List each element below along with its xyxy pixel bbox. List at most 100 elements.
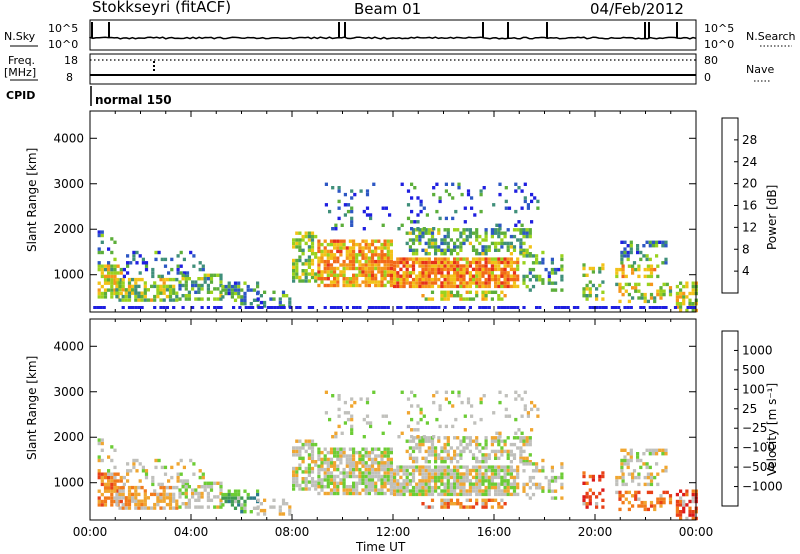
velocity-cell [364, 447, 368, 451]
velocity-cell [156, 502, 160, 507]
power-cell [522, 306, 526, 309]
velocity-cell [137, 502, 141, 507]
power-cell [418, 264, 422, 268]
velocity-cell [497, 456, 501, 460]
power-cell [107, 247, 111, 251]
velocity-cell [516, 492, 520, 497]
power-cell [113, 274, 117, 279]
power-cell [494, 228, 498, 232]
power-cell [525, 231, 529, 235]
power-cell [443, 277, 447, 282]
velocity-cell [691, 489, 695, 493]
velocity-cell [107, 472, 111, 476]
velocity-cell [479, 400, 483, 405]
velocity-cell [121, 489, 125, 493]
velocity-cell [134, 502, 138, 507]
power-cell [213, 273, 217, 277]
power-cell [304, 234, 308, 239]
velocity-cell [292, 483, 296, 488]
power-cell [361, 256, 365, 260]
velocity-cell [399, 482, 403, 486]
power-cell [358, 249, 362, 254]
power-cell [137, 306, 141, 309]
velocity-cell [484, 460, 488, 464]
power-cell [438, 199, 442, 204]
power-cell [320, 256, 324, 260]
velocity-cell [113, 448, 117, 452]
velocity-cell [662, 500, 666, 505]
velocity-cell [621, 475, 625, 480]
power-cell [509, 284, 513, 289]
power-cell [336, 266, 340, 271]
power-cell [643, 274, 647, 279]
power-cell [598, 270, 602, 274]
power-cell [380, 277, 384, 281]
velocity-cell [386, 447, 390, 451]
velocity-cell [481, 498, 485, 502]
velocity-cell [418, 449, 422, 454]
power-cell [380, 273, 384, 277]
velocity-cell [434, 453, 438, 457]
power-cell [352, 249, 356, 254]
power-cell [402, 277, 406, 282]
power-cell [209, 273, 214, 277]
power-cell [451, 182, 455, 186]
velocity-cell [118, 496, 122, 500]
velocity-cell [342, 491, 346, 496]
x-tick-label: 20:00 [578, 525, 613, 539]
velocity-cell [437, 492, 441, 497]
y-tick-label: 2000 [53, 430, 84, 444]
velocity-cell [434, 485, 438, 490]
velocity-cell [512, 492, 517, 497]
power-cell [506, 274, 510, 278]
velocity-cell [421, 482, 425, 486]
velocity-cell [227, 499, 231, 504]
velocity-cell [342, 471, 346, 475]
power-cell [140, 298, 144, 302]
velocity-cell [688, 510, 692, 514]
velocity-cell [620, 462, 624, 466]
velocity-cell [421, 456, 425, 460]
power-cell [415, 248, 419, 252]
velocity-cell [421, 492, 425, 497]
power-cell [301, 262, 305, 266]
power-cell [424, 260, 428, 265]
power-cell [324, 182, 328, 186]
power-cell [528, 288, 532, 292]
power-cell [531, 254, 536, 258]
velocity-cell [110, 472, 114, 476]
power-cell [333, 239, 337, 243]
velocity-cell [682, 510, 686, 514]
velocity-cell [380, 474, 384, 479]
power-cell [519, 238, 523, 242]
velocity-cell [206, 495, 210, 499]
velocity-cell [320, 485, 324, 489]
power-cell [110, 291, 114, 296]
velocity-cell [116, 479, 120, 483]
velocity-cell [374, 474, 378, 479]
velocity-cell [396, 482, 400, 486]
power-cell [227, 291, 231, 296]
velocity-cell [365, 397, 370, 401]
velocity-cell [317, 454, 321, 458]
velocity-cell [377, 474, 381, 479]
power-cell [137, 294, 141, 299]
power-cell [621, 274, 625, 279]
velocity-cell [449, 456, 453, 460]
velocity-cell [500, 468, 504, 473]
power-cell [516, 277, 520, 282]
power-cell [554, 271, 558, 275]
power-cell [498, 227, 502, 231]
power-cell [447, 192, 452, 197]
power-cell [615, 271, 619, 275]
velocity-cell [140, 506, 144, 510]
velocity-cell [189, 458, 193, 463]
velocity-cell [484, 446, 488, 450]
velocity-cell [369, 421, 373, 425]
power-cell [475, 238, 479, 242]
power-cell [685, 295, 689, 299]
power-cell [440, 290, 444, 294]
power-cell [350, 206, 354, 210]
velocity-cell [127, 502, 132, 507]
velocity-cell [124, 502, 128, 507]
